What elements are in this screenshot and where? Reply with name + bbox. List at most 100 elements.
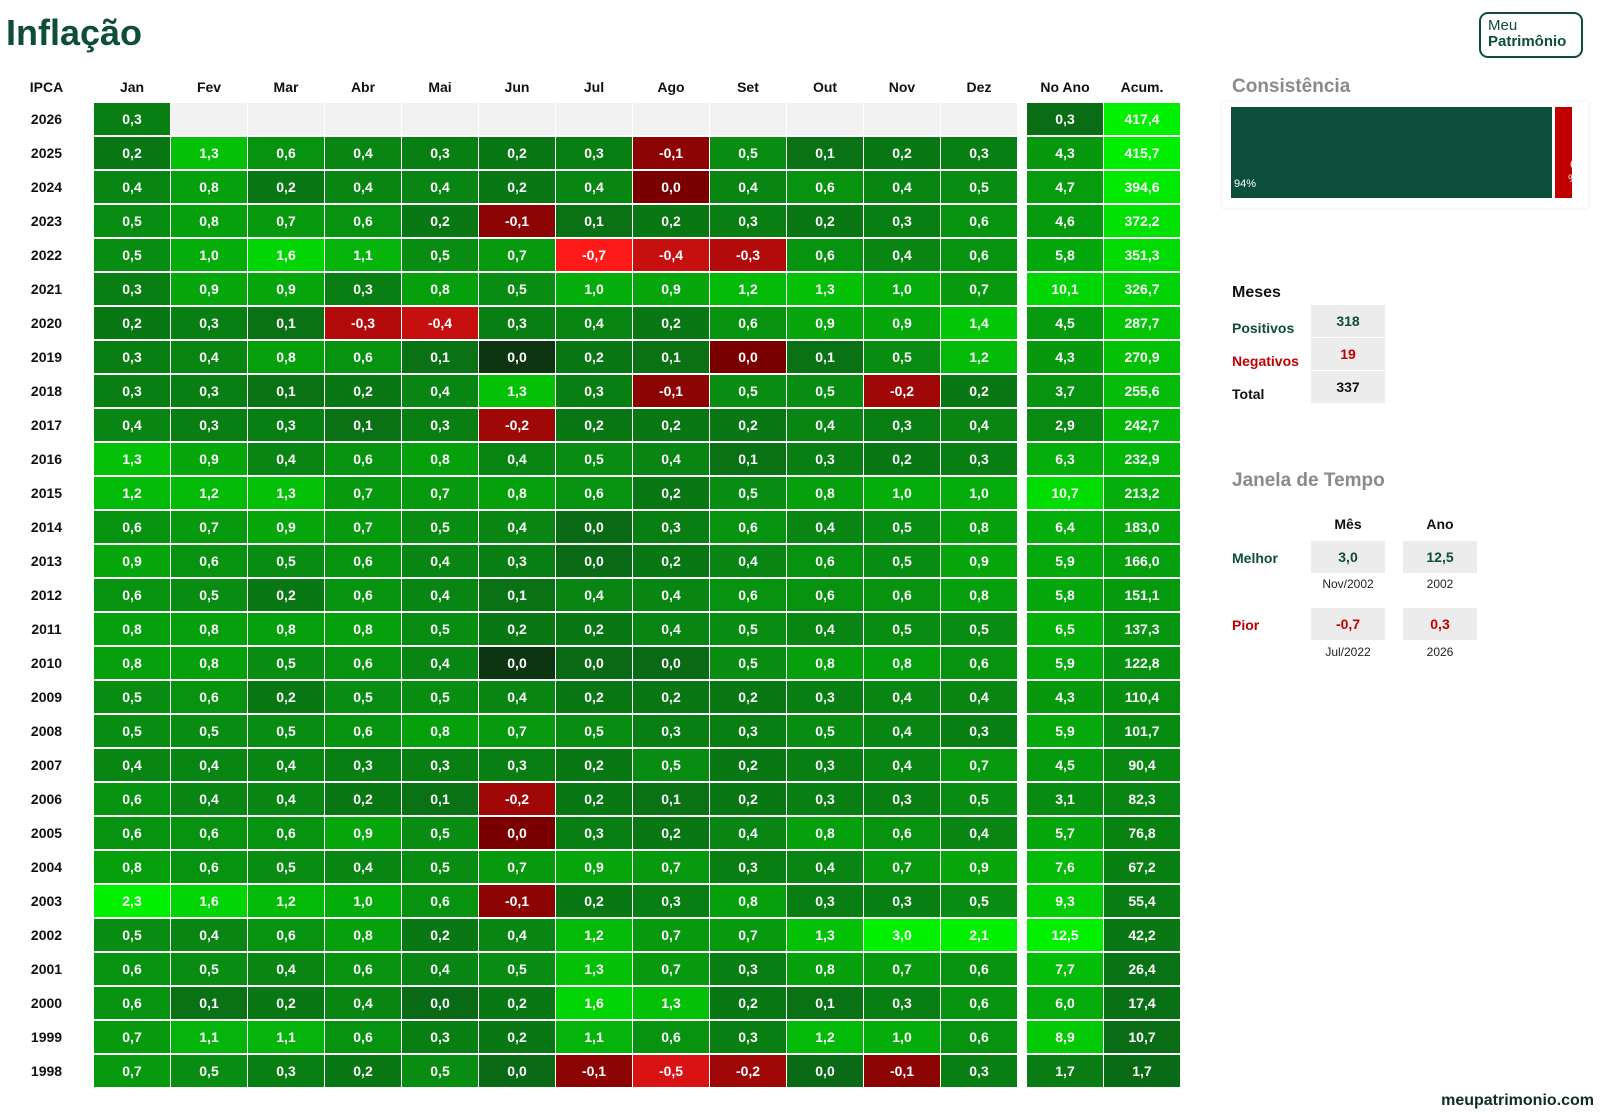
year-label: 2011 <box>31 621 62 637</box>
heatmap-cell: 0,9 <box>787 307 863 339</box>
acum-cell: 42,2 <box>1104 919 1180 951</box>
acum-cell: 417,4 <box>1104 103 1180 135</box>
no-ano-cell: 5,7 <box>1027 817 1103 849</box>
acum-cell: 137,3 <box>1104 613 1180 645</box>
heatmap-cell: 0,3 <box>402 749 478 781</box>
heatmap-cell: 0,9 <box>941 851 1017 883</box>
heatmap-cell: 0,8 <box>864 647 940 679</box>
heatmap-cell: 0,2 <box>325 783 401 815</box>
heatmap-cell: 0,6 <box>633 1021 709 1053</box>
heatmap-cell: 0,9 <box>94 545 170 577</box>
heatmap-cell: 0,5 <box>248 545 324 577</box>
heatmap-cell: 0,4 <box>633 443 709 475</box>
heatmap-cell: 0,1 <box>787 137 863 169</box>
heatmap-cell: 0,4 <box>94 409 170 441</box>
year-label: 2024 <box>30 179 63 195</box>
year-label: 2014 <box>30 519 63 535</box>
no-ano-cell: 12,5 <box>1027 919 1103 951</box>
heatmap-cell: 0,2 <box>248 579 324 611</box>
heatmap-cell: 0,6 <box>325 647 401 679</box>
year-label: 2021 <box>30 281 63 297</box>
heatmap-cell: 0,6 <box>941 987 1017 1019</box>
heatmap-cell: 0,7 <box>710 919 786 951</box>
heatmap-cell: 0,2 <box>633 205 709 237</box>
heatmap-cell: 0,2 <box>402 205 478 237</box>
heatmap-cell: -0,5 <box>633 1055 709 1087</box>
heatmap-cell: 1,3 <box>787 273 863 305</box>
heatmap-cell: 0,0 <box>402 987 478 1019</box>
heatmap-cell: 0,7 <box>94 1055 170 1087</box>
heatmap-cell: 0,5 <box>402 851 478 883</box>
heatmap-cell: 0,7 <box>941 273 1017 305</box>
heatmap-cell: 0,1 <box>710 443 786 475</box>
heatmap-cell: 0,0 <box>710 341 786 373</box>
month-header: Out <box>812 79 838 95</box>
heatmap-cell: 0,5 <box>864 545 940 577</box>
heatmap-cell: 0,3 <box>864 205 940 237</box>
heatmap-cell: 0,5 <box>171 715 247 747</box>
heatmap-cell: 0,2 <box>633 409 709 441</box>
heatmap-cell: 1,0 <box>171 239 247 271</box>
heatmap-cell: 0,3 <box>325 273 401 305</box>
pior-mes-value: -0,7 <box>1311 608 1385 640</box>
no-ano-cell: 6,0 <box>1027 987 1103 1019</box>
heatmap-cell: 0,0 <box>633 171 709 203</box>
melhor-ano-date: 2002 <box>1426 577 1454 591</box>
heatmap-cell: 0,6 <box>171 681 247 713</box>
acum-cell: 26,4 <box>1104 953 1180 985</box>
heatmap-cell: 0,5 <box>402 817 478 849</box>
heatmap-cell: 0,2 <box>633 307 709 339</box>
heatmap-cell: 0,4 <box>710 171 786 203</box>
acum-cell: 415,7 <box>1104 137 1180 169</box>
acum-cell: 183,0 <box>1104 511 1180 543</box>
heatmap-cell: 0,2 <box>633 681 709 713</box>
heatmap-cell: 1,0 <box>325 885 401 917</box>
year-label: 2017 <box>30 417 63 433</box>
heatmap-cell: 0,7 <box>633 919 709 951</box>
heatmap-cell: 0,5 <box>787 375 863 407</box>
heatmap-cell: 0,5 <box>787 715 863 747</box>
heatmap-cell: 0,6 <box>248 919 324 951</box>
heatmap-cell: 0,2 <box>248 171 324 203</box>
heatmap-cell: 0,3 <box>556 817 632 849</box>
heatmap-cell: 0,4 <box>556 307 632 339</box>
heatmap-cell: 0,3 <box>479 307 555 339</box>
heatmap-cell: 0,4 <box>171 341 247 373</box>
heatmap-cell: -0,7 <box>556 239 632 271</box>
heatmap-cell: 0,5 <box>94 715 170 747</box>
heatmap-cell: 0,4 <box>479 681 555 713</box>
heatmap-cell: 0,6 <box>94 579 170 611</box>
heatmap-cell: 0,2 <box>710 409 786 441</box>
no-ano-cell: 4,5 <box>1027 749 1103 781</box>
pior-mes-date: Jul/2022 <box>1325 645 1371 659</box>
meses-title: Meses <box>1232 284 1281 301</box>
year-label: 2003 <box>30 893 63 909</box>
heatmap-cell: 0,5 <box>710 647 786 679</box>
table-corner-label: IPCA <box>29 79 64 95</box>
heatmap-cell: 1,2 <box>787 1021 863 1053</box>
heatmap-cell: -0,1 <box>479 885 555 917</box>
heatmap-cell: 0,6 <box>325 579 401 611</box>
heatmap-cell: 0,8 <box>94 647 170 679</box>
heatmap-cell: 0,6 <box>94 817 170 849</box>
heatmap-cell: -0,1 <box>633 375 709 407</box>
heatmap-cell: 0,2 <box>248 681 324 713</box>
year-label: 2012 <box>30 587 63 603</box>
year-label: 2010 <box>30 655 63 671</box>
year-label: 2016 <box>30 451 63 467</box>
heatmap-cell: 0,2 <box>556 749 632 781</box>
no-ano-cell: 7,6 <box>1027 851 1103 883</box>
heatmap-cell: 0,4 <box>402 579 478 611</box>
footer-url[interactable]: meupatrimonio.com <box>1441 1092 1594 1109</box>
heatmap-cell: 0,5 <box>941 171 1017 203</box>
logo[interactable]: Meu Patrimônio <box>1479 12 1583 58</box>
heatmap-cell: 0,4 <box>864 749 940 781</box>
heatmap-cell: 0,3 <box>556 375 632 407</box>
heatmap-cell: 0,6 <box>787 545 863 577</box>
year-label: 2000 <box>30 995 63 1011</box>
heatmap-cell: 1,4 <box>941 307 1017 339</box>
heatmap-cell: 0,3 <box>787 783 863 815</box>
heatmap-cell: 0,4 <box>864 681 940 713</box>
heatmap-cell: 0,8 <box>787 477 863 509</box>
no-ano-cell: 0,3 <box>1027 103 1103 135</box>
